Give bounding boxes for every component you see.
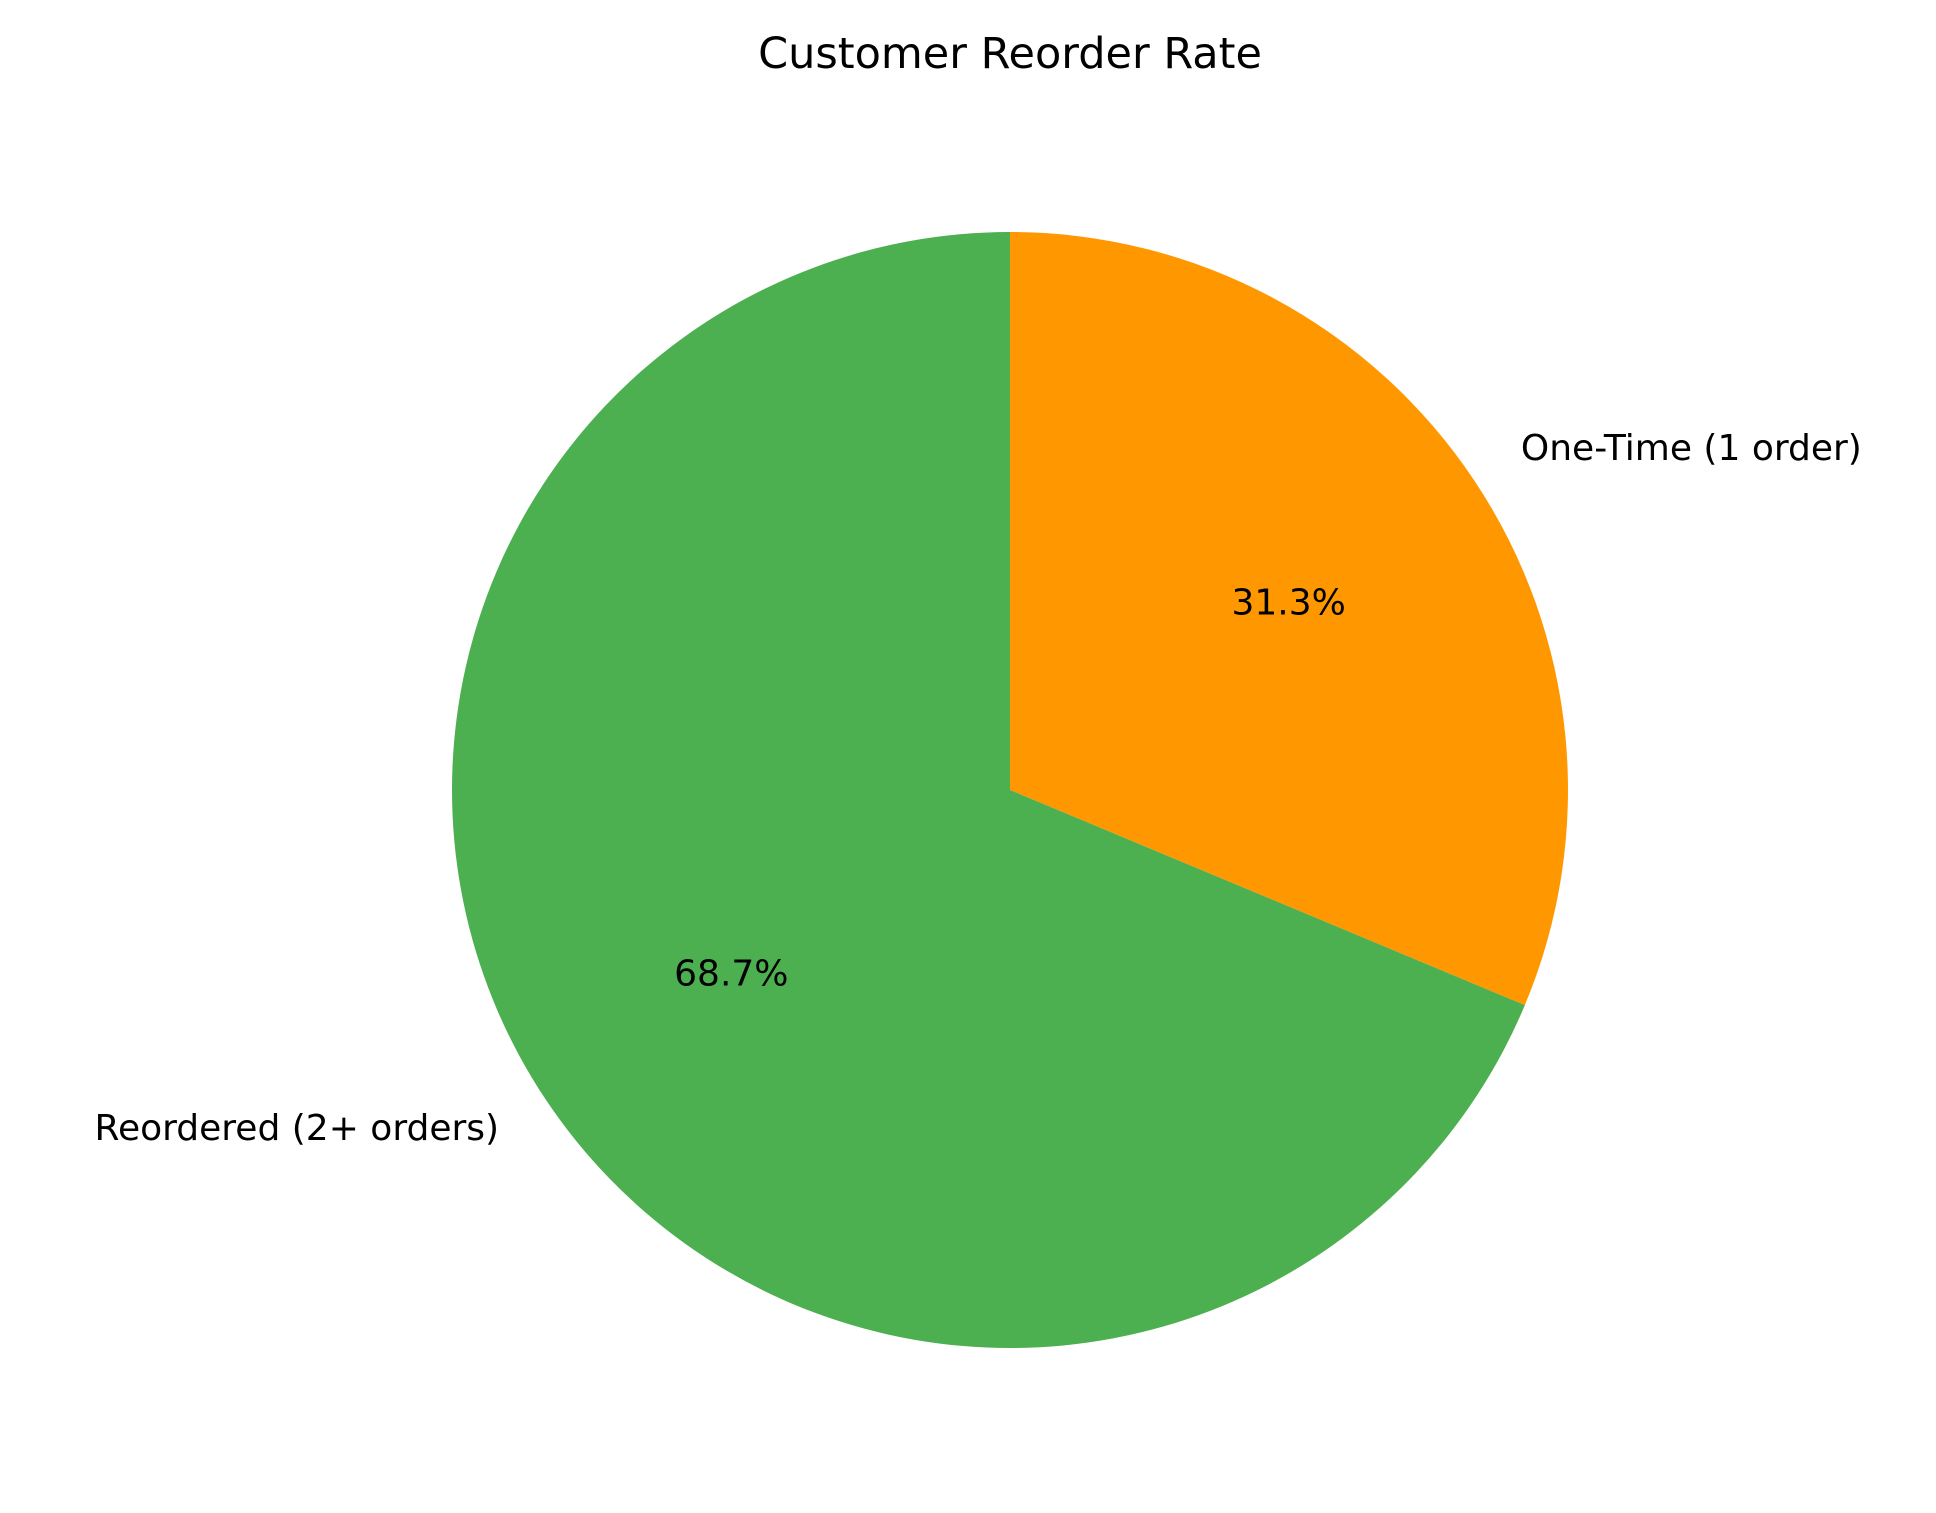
slice-percent-reordered-2-orders: 68.7% [674,954,788,995]
chart-title: Customer Reorder Rate [758,29,1262,79]
slice-label-one-time-1-order: One-Time (1 order) [1521,428,1862,469]
pie-slices [452,232,1568,1348]
pie-labels: One-Time (1 order) 31.3% Reordered (2+ ord… [95,428,1862,1149]
slice-percent-one-time-1-order: 31.3% [1231,582,1345,623]
slice-label-reordered-2-orders: Reordered (2+ orders) [95,1108,500,1149]
pie-slice-one-time-1-order [1010,232,1568,1006]
pie-slice-reordered-2-orders [452,232,1525,1348]
